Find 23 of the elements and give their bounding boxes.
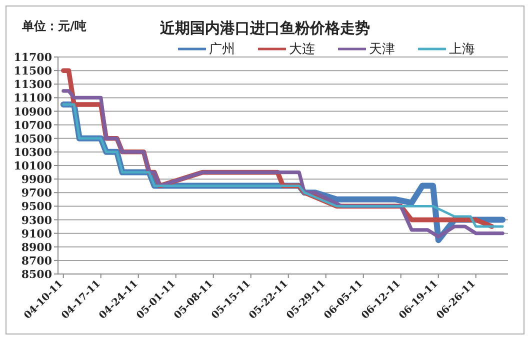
- y-tick-label: 9300: [21, 214, 52, 227]
- y-tick-label: 11700: [14, 51, 52, 64]
- chart-title: 近期国内港口进口鱼粉价格走势: [159, 19, 370, 37]
- y-tick-label: 10700: [14, 118, 52, 132]
- y-tick-label: 8500: [21, 268, 52, 281]
- y-tick-label: 10900: [14, 105, 52, 118]
- y-tick-label: 10100: [14, 160, 52, 172]
- y-tick-label: 8700: [21, 254, 52, 268]
- y-tick-label: 9900: [21, 173, 52, 186]
- y-axis-title: 单位：元/吨: [21, 19, 86, 33]
- y-tick-label: 11300: [14, 78, 52, 92]
- y-tick-label: 9700: [21, 186, 52, 200]
- y-tick-label: 11100: [14, 92, 52, 105]
- legend-label: 大连: [289, 42, 315, 57]
- y-tick-label: 9500: [21, 200, 52, 214]
- y-tick-label: 10500: [14, 132, 52, 146]
- legend-label: 天津: [369, 42, 395, 57]
- y-tick-label: 8900: [21, 240, 52, 254]
- y-tick-label: 10300: [14, 146, 52, 159]
- legend-label: 广州: [209, 42, 235, 57]
- y-tick-label: 9100: [21, 227, 52, 240]
- y-tick-label: 11500: [14, 64, 52, 78]
- legend-label: 上海: [449, 42, 475, 57]
